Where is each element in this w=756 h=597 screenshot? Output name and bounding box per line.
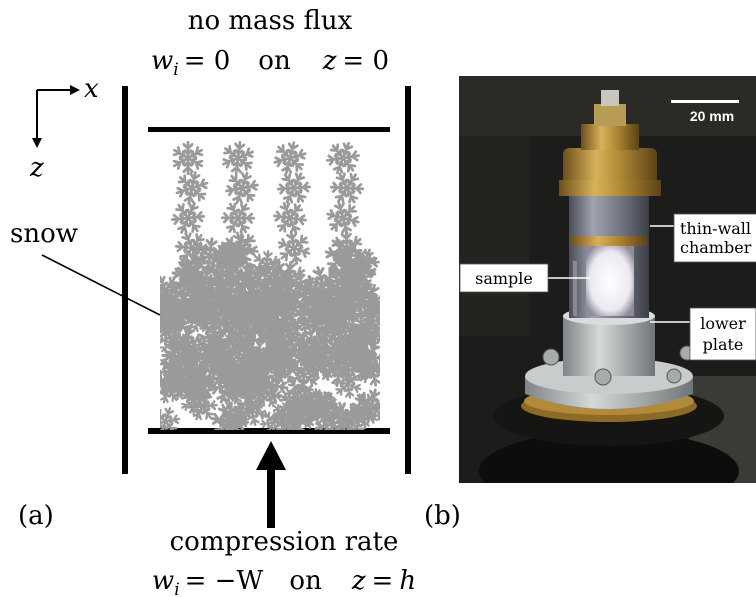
compression-arrowhead <box>256 441 286 470</box>
snowflake <box>275 168 314 209</box>
top-boundary-condition: wi = 0 on z = 0 <box>151 46 389 80</box>
z-axis-label: z <box>29 153 44 183</box>
compression-rate-label: compression rate <box>170 527 399 557</box>
panel-a: no mass flux wi = 0 on z = 0 x z snow (a) co… <box>10 6 416 597</box>
snowflake <box>327 167 368 209</box>
snow-label: snow <box>10 219 78 249</box>
x-axis-label: x <box>84 74 99 104</box>
snowflake <box>273 139 308 176</box>
z-axis-arrowhead <box>32 138 42 148</box>
compression-arrow-shaft <box>267 466 275 528</box>
lower-plate-label-line1: lower <box>700 314 746 333</box>
sample-callout: sample <box>459 263 590 293</box>
scale-bar <box>671 100 739 103</box>
snowflake <box>175 170 209 207</box>
snow-leader-line <box>41 254 161 316</box>
left-wall <box>122 86 128 474</box>
top-plate <box>148 127 390 132</box>
thin-wall-label-line1: thin-wall <box>680 219 751 238</box>
lower-plate-callout: lower plate <box>650 307 756 361</box>
no-mass-flux-label: no mass flux <box>188 6 353 36</box>
scale-bar-label: 20 mm <box>690 108 734 124</box>
panel-a-label: (a) <box>18 501 54 531</box>
right-wall <box>405 86 411 474</box>
apparatus-photo <box>459 76 756 483</box>
snowflake <box>174 142 202 174</box>
x-axis-arrowhead <box>70 85 80 95</box>
thin-wall-label-line2: chamber <box>680 238 752 257</box>
snowflake <box>322 197 364 239</box>
panel-b-label: (b) <box>424 501 461 531</box>
bottom-plate <box>148 428 390 434</box>
sample-label: sample <box>475 269 533 288</box>
panel-b-photo <box>459 76 756 483</box>
axes-indicator <box>32 85 80 148</box>
snowflake <box>224 169 261 208</box>
snowflake <box>324 138 361 177</box>
snowflake <box>222 141 253 176</box>
lower-plate-label-line2: plate <box>703 335 744 354</box>
snow-pack <box>143 138 394 444</box>
bottom-boundary-condition: wi = −W on z = h <box>152 566 416 597</box>
thin-wall-chamber-callout: thin-wall chamber <box>650 213 756 263</box>
